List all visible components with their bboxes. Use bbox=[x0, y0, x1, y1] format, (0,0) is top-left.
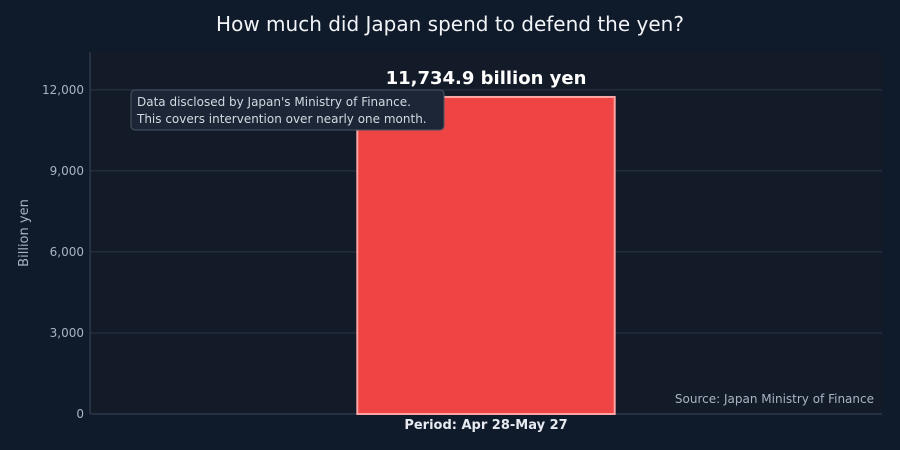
y-tick-label: 0 bbox=[76, 407, 84, 421]
source-note: Source: Japan Ministry of Finance bbox=[675, 392, 874, 406]
annotation-text: Data disclosed by Japan's Ministry of Fi… bbox=[137, 95, 411, 109]
y-tick-label: 3,000 bbox=[50, 326, 84, 340]
y-tick-label: 6,000 bbox=[50, 245, 84, 259]
x-category-label: Period: Apr 28-May 27 bbox=[404, 418, 567, 433]
y-axis-title: Billion yen bbox=[17, 199, 32, 267]
chart-title: How much did Japan spend to defend the y… bbox=[216, 12, 684, 36]
annotation-box bbox=[130, 89, 445, 131]
y-tick-label: 9,000 bbox=[50, 164, 84, 178]
bar[interactable] bbox=[356, 95, 616, 416]
annotation-text: This covers intervention over nearly one… bbox=[136, 112, 427, 126]
bar-value-label: 11,734.9 billion yen bbox=[386, 68, 587, 89]
y-tick-label: 12,000 bbox=[42, 83, 84, 97]
